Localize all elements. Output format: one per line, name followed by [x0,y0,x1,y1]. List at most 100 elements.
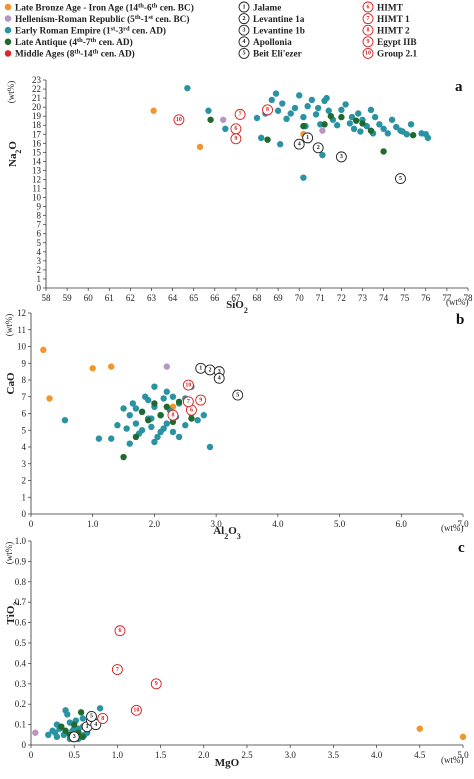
point-early_roman [169,393,177,400]
y-tick-label: 10 [17,342,27,352]
x-tick-label: 65 [189,293,199,303]
x-tick-label: 78 [464,293,474,303]
point-late_antique [157,411,164,419]
point-early_roman [319,151,326,159]
panel-label-b: b [456,312,464,328]
y-tick-label: 0 [22,509,27,519]
x-axis-label: SiO2 [226,299,248,315]
ref-number-6: 6 [118,628,121,634]
ref-number-8: 8 [171,412,174,418]
legend-ref-marker-5 [238,47,250,59]
legend-ref-number-4: 4 [243,39,246,45]
x-tick-label: 0.5 [69,750,81,760]
x-tick-label: 59 [63,293,73,303]
ref-number-2: 2 [208,367,211,373]
point-late_antique [79,733,87,741]
legend-ref-label-9: Egypt IIB [377,38,417,48]
ref-number-1: 1 [306,135,309,141]
point-late_antique [367,127,375,134]
x-tick-label: 72 [337,293,346,303]
point-early_roman [333,122,341,129]
point-early_roman [388,116,396,123]
legend-ref-number-9: 9 [367,39,370,45]
ref-number-6: 6 [234,126,237,132]
y-tick-label: 2 [22,476,27,486]
y-tick-label: 13 [32,165,42,175]
point-early_roman [184,84,191,92]
point-early_roman [61,417,69,424]
point-early_roman [132,420,140,427]
point-early_roman [206,443,214,451]
x-tick-label: 60 [84,293,94,303]
point-early_roman [95,435,103,442]
ref-marker-7 [182,396,194,408]
y-tick-label: 0.9 [15,556,27,566]
y-tick-label: 4 [37,247,42,257]
ref-marker-4 [213,372,225,384]
ref-marker-4 [293,138,305,150]
y-tick-label: 10 [32,193,42,203]
x-tick-label: 2.0 [198,750,210,760]
x-tick-label: 74 [379,293,389,303]
point-late_bronze_iron [108,363,115,370]
ref-number-7: 7 [116,667,119,673]
legend-ref-number-10: 10 [365,51,371,57]
point-early_roman [296,92,303,99]
point-early_roman [222,125,229,133]
point-early_roman [114,422,121,429]
legend-ref-marker-4 [238,36,250,48]
point-late_antique [151,400,158,407]
ref-number-5: 5 [90,714,93,720]
y-tick-label: 9 [22,358,27,368]
y-tick-label: 7 [22,392,27,402]
point-early_roman [194,417,201,424]
ref-number-5: 5 [236,392,239,398]
ref-marker-9 [195,394,207,406]
point-hellenism_roman [220,116,227,123]
ref-number-1: 1 [86,724,89,730]
y-axis-label: TiO2 [5,602,21,625]
legend-ref-label-8: HIMT 2 [377,27,410,37]
x-tick-label: 5.0 [334,519,346,529]
point-early_roman [279,100,286,107]
x-axis-unit: (wt%) [441,755,464,765]
panel-b: 0 1.0 2.0 3.0 4.0 5.0 6.0 7.00123456789101112Al… [4,308,469,541]
ref-number-8: 8 [101,716,104,722]
point-early_roman [338,106,345,114]
y-tick-label: 9 [37,202,42,212]
point-early_roman [268,96,275,104]
legend-ref-label-4: Apollonia [253,38,292,48]
y-tick-label: 16 [32,138,42,148]
point-early_roman [45,731,52,738]
x-tick-label: 7.0 [457,519,469,529]
point-late_antique [409,131,417,139]
y-axis-unit: (wt%) [4,314,14,337]
x-tick-label: 4.0 [371,750,383,760]
legend-ref-label-5: Beit Eli'ezer [253,50,302,60]
point-late_antique [338,113,345,121]
ref-number-3: 3 [340,154,343,160]
legend-ref-label-7: HIMT 1 [377,15,410,25]
x-tick-label: 70 [295,293,305,303]
ref-number-3: 3 [218,369,221,375]
x-tick-label: 63 [147,293,157,303]
point-late_bronze_iron [40,346,47,354]
y-tick-label: 8 [22,375,27,385]
legend-marker-hellenism_roman [4,15,12,22]
y-tick-label: 20 [32,102,42,112]
y-tick-label: 3 [37,256,42,266]
point-late_antique [207,116,214,123]
x-tick-label: 4.5 [414,750,426,760]
x-tick-label: 6.0 [396,519,408,529]
ref-number-1: 1 [199,366,202,372]
point-early_roman [79,715,87,722]
point-late_antique [132,433,140,441]
x-tick-label: 69 [274,293,284,303]
point-early_roman [253,114,261,122]
point-early_roman [145,396,152,404]
point-early_roman [325,107,332,114]
y-tick-label: 23 [32,75,42,85]
y-tick-label: 8 [37,211,42,221]
y-tick-label: 0.5 [15,638,27,648]
y-axis-label: Na2O [7,141,23,167]
